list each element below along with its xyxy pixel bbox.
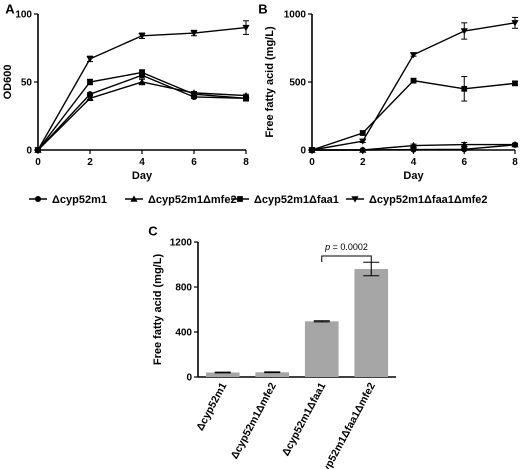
category-label: Δcyp52m1Δfaa1 bbox=[280, 381, 329, 458]
data-point bbox=[460, 28, 468, 35]
panel-letter: C bbox=[148, 223, 158, 238]
x-tick-label: 8 bbox=[243, 157, 249, 168]
data-point bbox=[410, 77, 417, 84]
x-tick-label: 6 bbox=[461, 157, 467, 168]
data-point bbox=[34, 147, 42, 154]
panel-b: B 0 500 1000 0 2 4 6 8 Day Free fatty acid (mg/L) bbox=[258, 1, 518, 182]
data-point bbox=[139, 69, 145, 76]
y-tick-label: 50 bbox=[21, 78, 33, 89]
data-point bbox=[138, 33, 146, 40]
x-axis-label: Day bbox=[132, 170, 153, 182]
significance-bracket bbox=[321, 255, 372, 262]
y-tick-label: 500 bbox=[289, 78, 306, 89]
bar bbox=[255, 372, 290, 377]
x-tick-label: 4 bbox=[411, 157, 417, 168]
data-point bbox=[190, 30, 198, 37]
x-axis-label: Day bbox=[403, 170, 424, 182]
series-line bbox=[37, 26, 247, 151]
data-point bbox=[359, 130, 366, 136]
y-tick-label: 800 bbox=[175, 283, 192, 294]
x-tick-label: 4 bbox=[139, 157, 145, 168]
panel-letter: A bbox=[5, 1, 15, 16]
y-tick-label: 1000 bbox=[284, 10, 307, 21]
p-value-label: p = 0.0002 bbox=[324, 242, 368, 252]
y-tick-label: 400 bbox=[175, 328, 192, 339]
data-point bbox=[308, 147, 316, 154]
data-point bbox=[511, 140, 519, 148]
x-tick-label: 6 bbox=[191, 157, 197, 168]
data-point bbox=[409, 141, 418, 149]
data-point bbox=[359, 146, 367, 153]
data-point bbox=[409, 52, 418, 59]
y-axis-label: Free fatty acid (mg/L) bbox=[264, 26, 276, 138]
data-point bbox=[460, 140, 468, 148]
data-point bbox=[461, 85, 468, 92]
data-point bbox=[359, 138, 367, 145]
bar bbox=[304, 321, 339, 377]
legend-marker bbox=[130, 195, 138, 202]
legend-marker bbox=[34, 195, 42, 203]
legend-marker bbox=[351, 196, 359, 203]
data-point bbox=[86, 91, 94, 98]
data-point bbox=[87, 79, 93, 85]
data-point bbox=[86, 56, 94, 63]
data-point bbox=[461, 146, 468, 153]
x-tick-label: 8 bbox=[512, 157, 518, 168]
data-point bbox=[86, 94, 94, 102]
y-tick-label: 0 bbox=[186, 373, 192, 384]
data-point bbox=[191, 91, 197, 98]
legend-label: Δcyp52m1Δfaa1Δmfe2 bbox=[369, 194, 488, 206]
category-label: Δcyp52m1Δmfe2 bbox=[229, 381, 279, 461]
legend-label: Δcyp52m1Δmfe2 bbox=[148, 194, 237, 206]
data-point bbox=[512, 80, 518, 87]
series-line bbox=[311, 79, 516, 151]
panel-c: C 0 400 800 1200 Free fatty acid (mg/L) Δcyp52… bbox=[148, 223, 396, 469]
panel-a: A 0 50 100 0 2 4 6 8 Day OD600 bbox=[2, 1, 249, 182]
legend-label: Δcyp52m1 bbox=[52, 194, 107, 206]
x-tick-label: 0 bbox=[35, 157, 41, 168]
y-tick-label: 1200 bbox=[170, 238, 193, 249]
x-tick-label: 0 bbox=[309, 157, 315, 168]
data-point bbox=[138, 78, 146, 85]
bar bbox=[354, 269, 389, 377]
y-tick-label: 0 bbox=[300, 146, 306, 157]
legend-marker bbox=[237, 196, 243, 202]
data-point bbox=[243, 95, 249, 102]
data-point bbox=[511, 20, 519, 27]
category-label: Δcyp52m1 bbox=[194, 381, 229, 433]
legend: Δcyp52m1 Δcyp52m1Δmfe2 Δcyp52m1Δfaa1 Δcyp52… bbox=[29, 194, 488, 206]
x-tick-label: 2 bbox=[87, 157, 93, 168]
x-tick-label: 2 bbox=[360, 157, 366, 168]
legend-label: Δcyp52m1Δfaa1 bbox=[254, 194, 339, 206]
y-tick-label: 100 bbox=[15, 10, 32, 21]
data-point bbox=[242, 24, 250, 32]
bar bbox=[205, 372, 240, 377]
y-tick-label: 0 bbox=[26, 146, 32, 157]
series-line bbox=[37, 74, 247, 151]
panel-letter: B bbox=[258, 1, 267, 16]
y-axis-label: Free fatty acid (mg/L) bbox=[152, 254, 164, 366]
y-axis-label: OD600 bbox=[2, 65, 14, 100]
